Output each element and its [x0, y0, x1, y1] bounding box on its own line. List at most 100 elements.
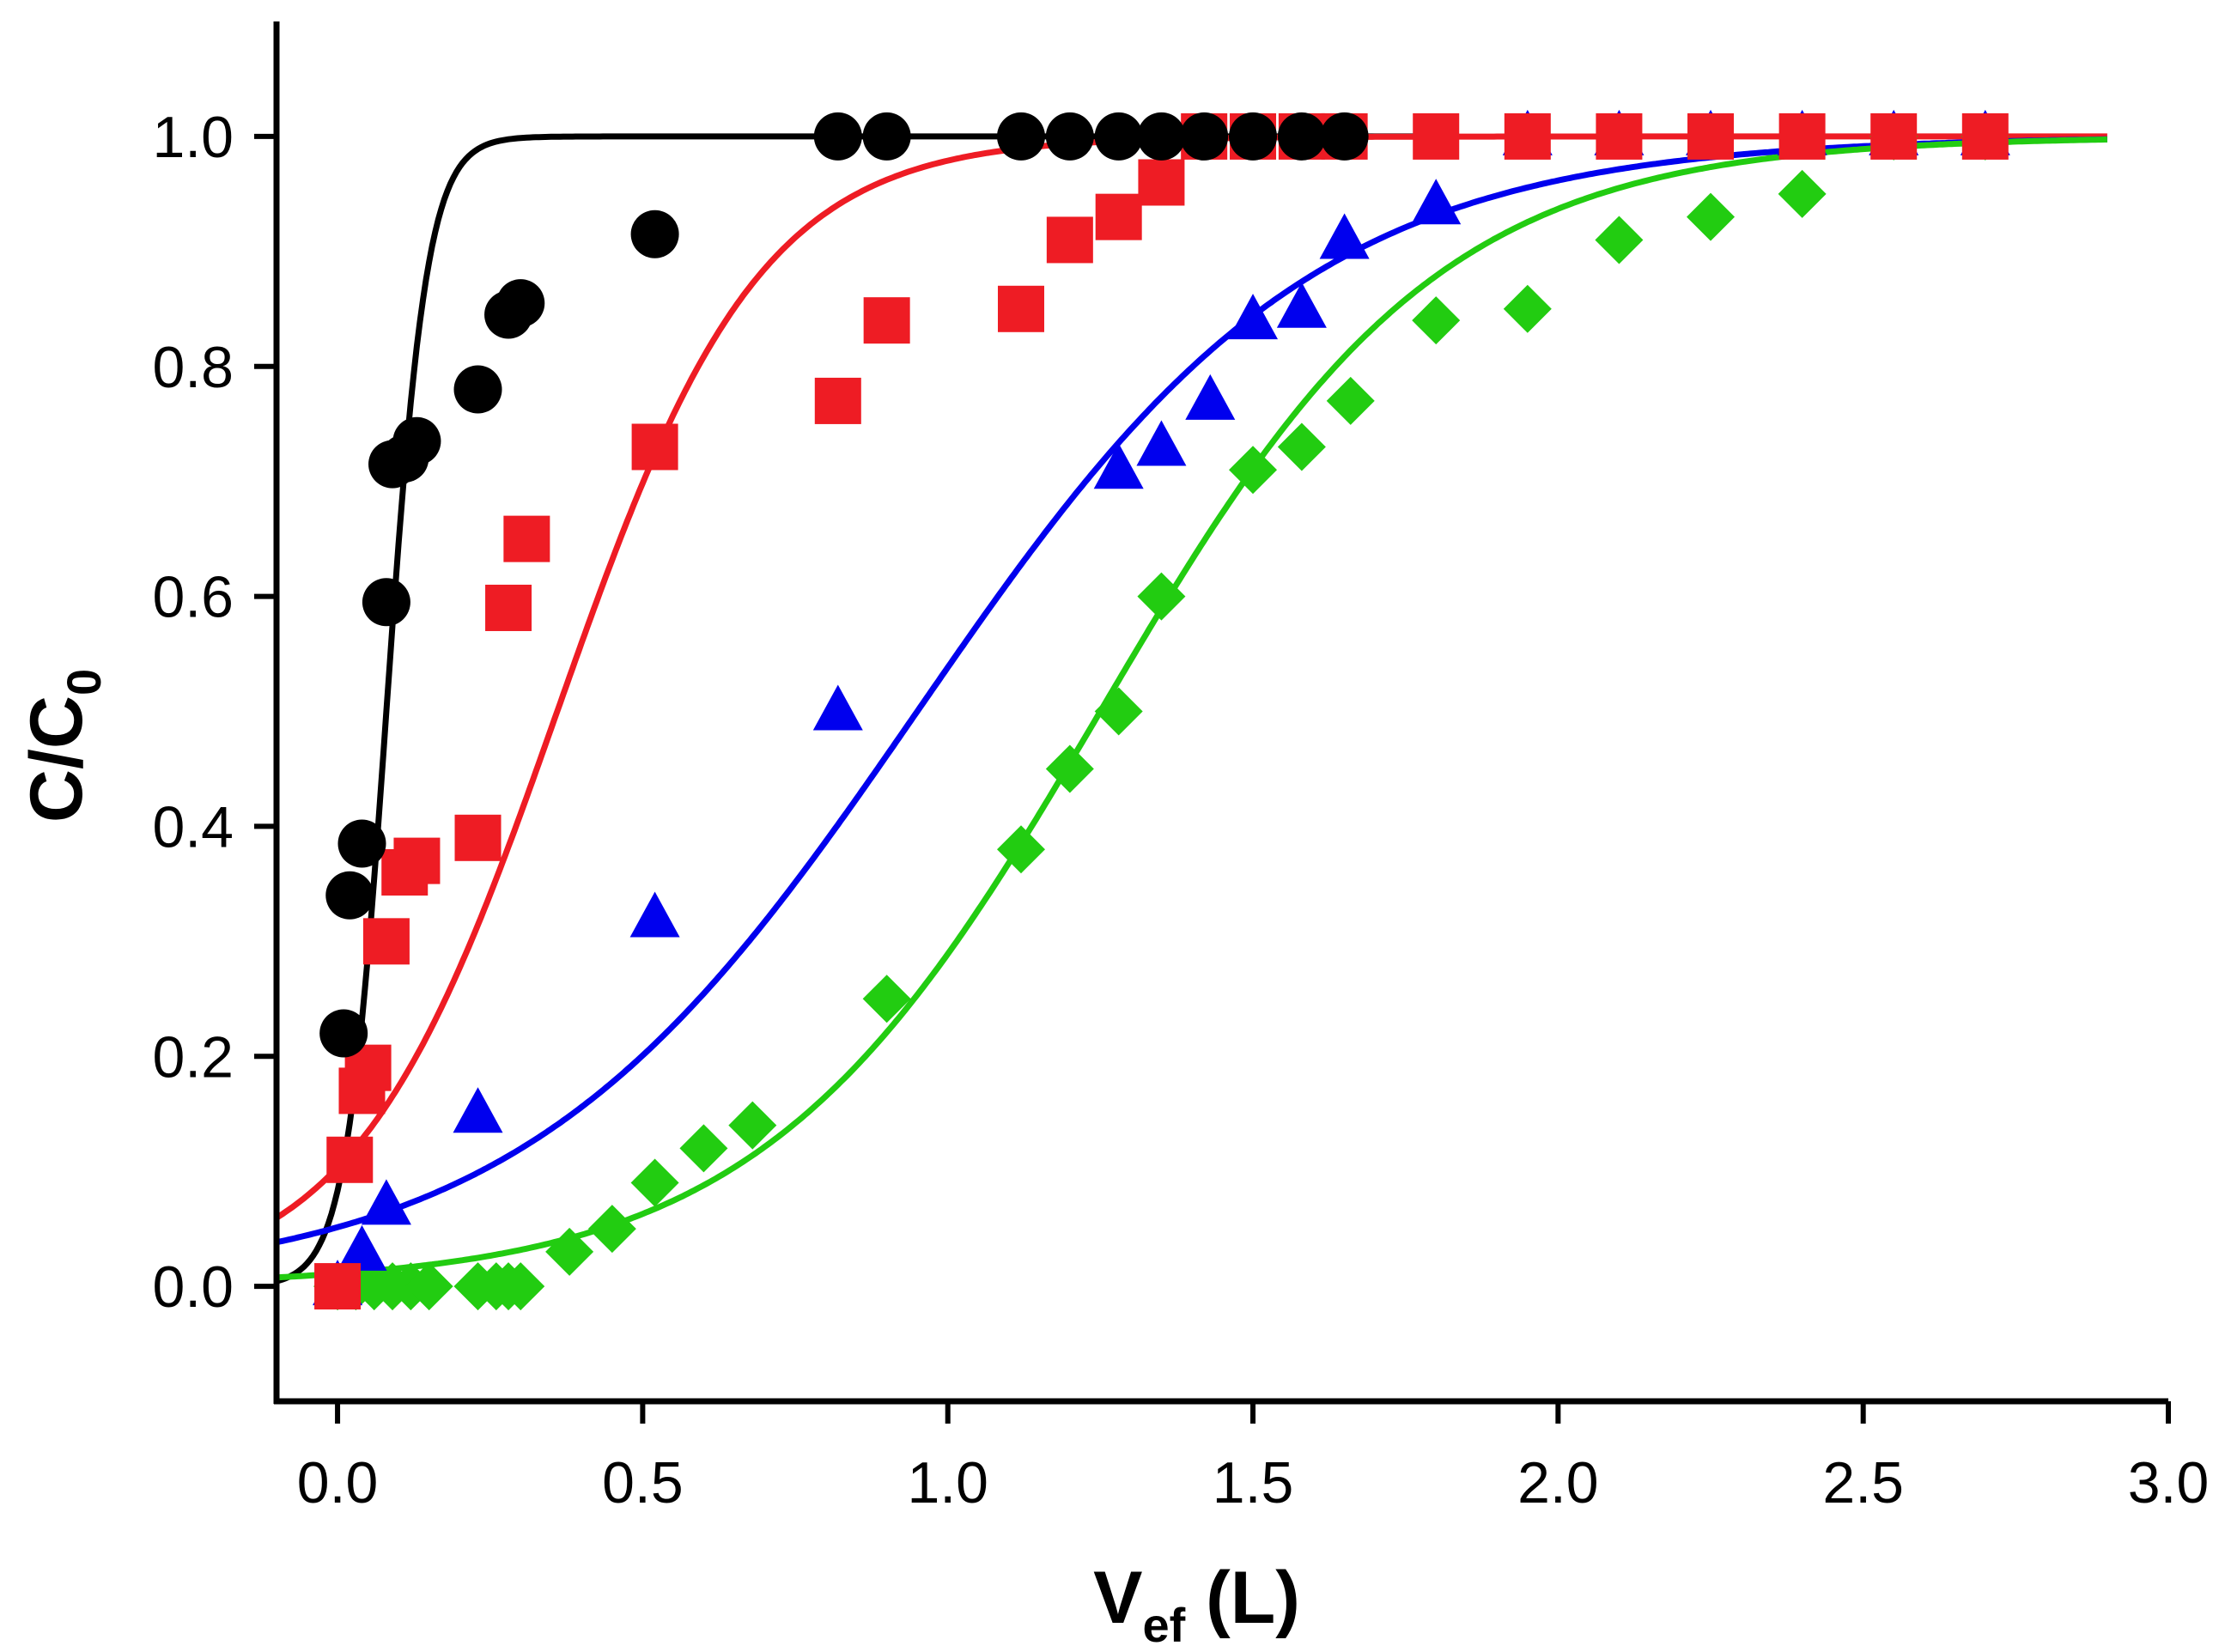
y-axis-title-subscript: 0: [57, 669, 111, 695]
square-marker: [1961, 112, 2009, 160]
square-marker: [362, 918, 410, 965]
square-marker: [814, 377, 861, 424]
diamond-marker: [1595, 216, 1644, 264]
x-axis-title: Vef (L): [1093, 1557, 1300, 1652]
square-marker: [1095, 193, 1142, 240]
square-marker: [1504, 112, 1551, 160]
square-marker: [997, 285, 1044, 332]
diamond-marker: [679, 1124, 728, 1173]
y-tick-label: 1.0: [152, 105, 234, 170]
x-axis-title-main: V: [1093, 1557, 1142, 1639]
square-marker: [1596, 112, 1643, 160]
y-axis-title: C/C0: [15, 669, 111, 823]
square-marker: [1046, 216, 1093, 264]
triangle-marker: [1136, 420, 1187, 466]
y-axis-ticks: 0.0 0.2 0.4 0.6 0.8 1.0: [152, 105, 277, 1320]
square-marker: [1870, 112, 1918, 160]
triangle-marker: [1276, 282, 1327, 328]
circle-marker: [325, 871, 374, 920]
diamond-marker: [1229, 446, 1278, 495]
triangle-marker: [1228, 294, 1279, 340]
triangle-marker: [629, 891, 680, 938]
x-tick-label: 0.5: [602, 1450, 684, 1515]
square-marker: [326, 1136, 374, 1183]
triangle-marker: [453, 1087, 503, 1133]
fit-curves: [277, 133, 2107, 1285]
triangle-marker: [1093, 443, 1144, 489]
x-tick-label: 2.5: [1822, 1450, 1904, 1515]
x-tick-label: 3.0: [2128, 1450, 2210, 1515]
circle-marker: [1045, 112, 1094, 161]
x-tick-label: 2.0: [1517, 1450, 1599, 1515]
circle-marker: [1180, 112, 1229, 161]
data-markers: [313, 109, 2010, 1311]
triangle-marker: [812, 684, 863, 731]
diamond-marker: [630, 1158, 679, 1207]
square-marker: [1413, 112, 1460, 160]
square-marker: [1138, 159, 1185, 206]
square-marker: [1687, 112, 1735, 160]
diamond-marker: [1094, 687, 1143, 736]
y-tick-label: 0.4: [152, 794, 234, 859]
y-tick-label: 0.8: [152, 335, 234, 400]
diamond-marker: [1326, 376, 1375, 425]
x-axis-title-unit: (L): [1185, 1557, 1300, 1639]
circle-marker: [1137, 112, 1186, 161]
y-tick-label: 0.6: [152, 565, 234, 630]
circle-marker: [319, 1009, 368, 1058]
square-marker: [393, 837, 441, 884]
square-marker: [1778, 112, 1826, 160]
triangle-marker: [1319, 213, 1370, 259]
circle-marker: [813, 112, 862, 161]
plot-area: [277, 109, 2107, 1311]
y-tick-label: 0.2: [152, 1024, 234, 1090]
circle-marker: [1320, 112, 1369, 161]
x-tick-label: 0.0: [297, 1450, 379, 1515]
diamond-marker: [1137, 572, 1186, 621]
diamond-marker: [1045, 744, 1094, 793]
x-axis-title-subscript: ef: [1142, 1598, 1185, 1652]
diamond-marker: [1412, 296, 1461, 345]
circle-marker: [862, 112, 911, 161]
circle-marker: [392, 416, 441, 465]
diamond-marker: [545, 1227, 594, 1276]
square-marker: [631, 423, 678, 471]
diamond-marker: [404, 1262, 453, 1311]
y-tick-label: 0.0: [152, 1254, 234, 1320]
circle-marker: [337, 819, 386, 868]
circle-marker: [453, 365, 502, 414]
square-marker: [503, 515, 550, 562]
circle-marker: [496, 279, 545, 328]
fit-curve-2: [277, 133, 2107, 1221]
diamond-marker: [587, 1205, 636, 1254]
square-marker: [314, 1263, 362, 1310]
square-marker: [485, 584, 532, 631]
triangle-marker: [1411, 179, 1462, 225]
circle-marker: [996, 112, 1045, 161]
x-tick-label: 1.5: [1213, 1450, 1294, 1515]
square-marker: [454, 814, 502, 861]
diamond-marker: [496, 1262, 545, 1311]
fit-curve-3: [277, 136, 2107, 1246]
diamond-marker: [1687, 192, 1736, 241]
diamond-marker: [728, 1101, 777, 1150]
circle-marker: [630, 210, 679, 258]
y-axis-title-main: C/C: [15, 695, 98, 823]
square-marker: [863, 297, 910, 344]
diamond-marker: [1778, 169, 1827, 218]
circle-marker: [1094, 112, 1143, 161]
x-axis-ticks: 0.0 0.5 1.0 1.5 2.0 2.5 3.0: [297, 1401, 2209, 1515]
triangle-marker: [337, 1224, 387, 1271]
diamond-marker: [996, 825, 1045, 874]
x-tick-label: 1.0: [907, 1450, 988, 1515]
triangle-marker: [361, 1179, 411, 1225]
diamond-marker: [1277, 422, 1326, 471]
circle-marker: [362, 578, 410, 627]
fit-curve-4: [277, 136, 2107, 1281]
axes: 0.0 0.5 1.0 1.5 2.0 2.5 3.0 0.0 0.2 0.4 0.6 0.8 1.0: [152, 21, 2209, 1515]
diamond-marker: [862, 975, 911, 1023]
circle-marker: [1277, 112, 1326, 161]
triangle-marker: [1185, 374, 1236, 420]
diamond-marker: [1503, 284, 1552, 333]
